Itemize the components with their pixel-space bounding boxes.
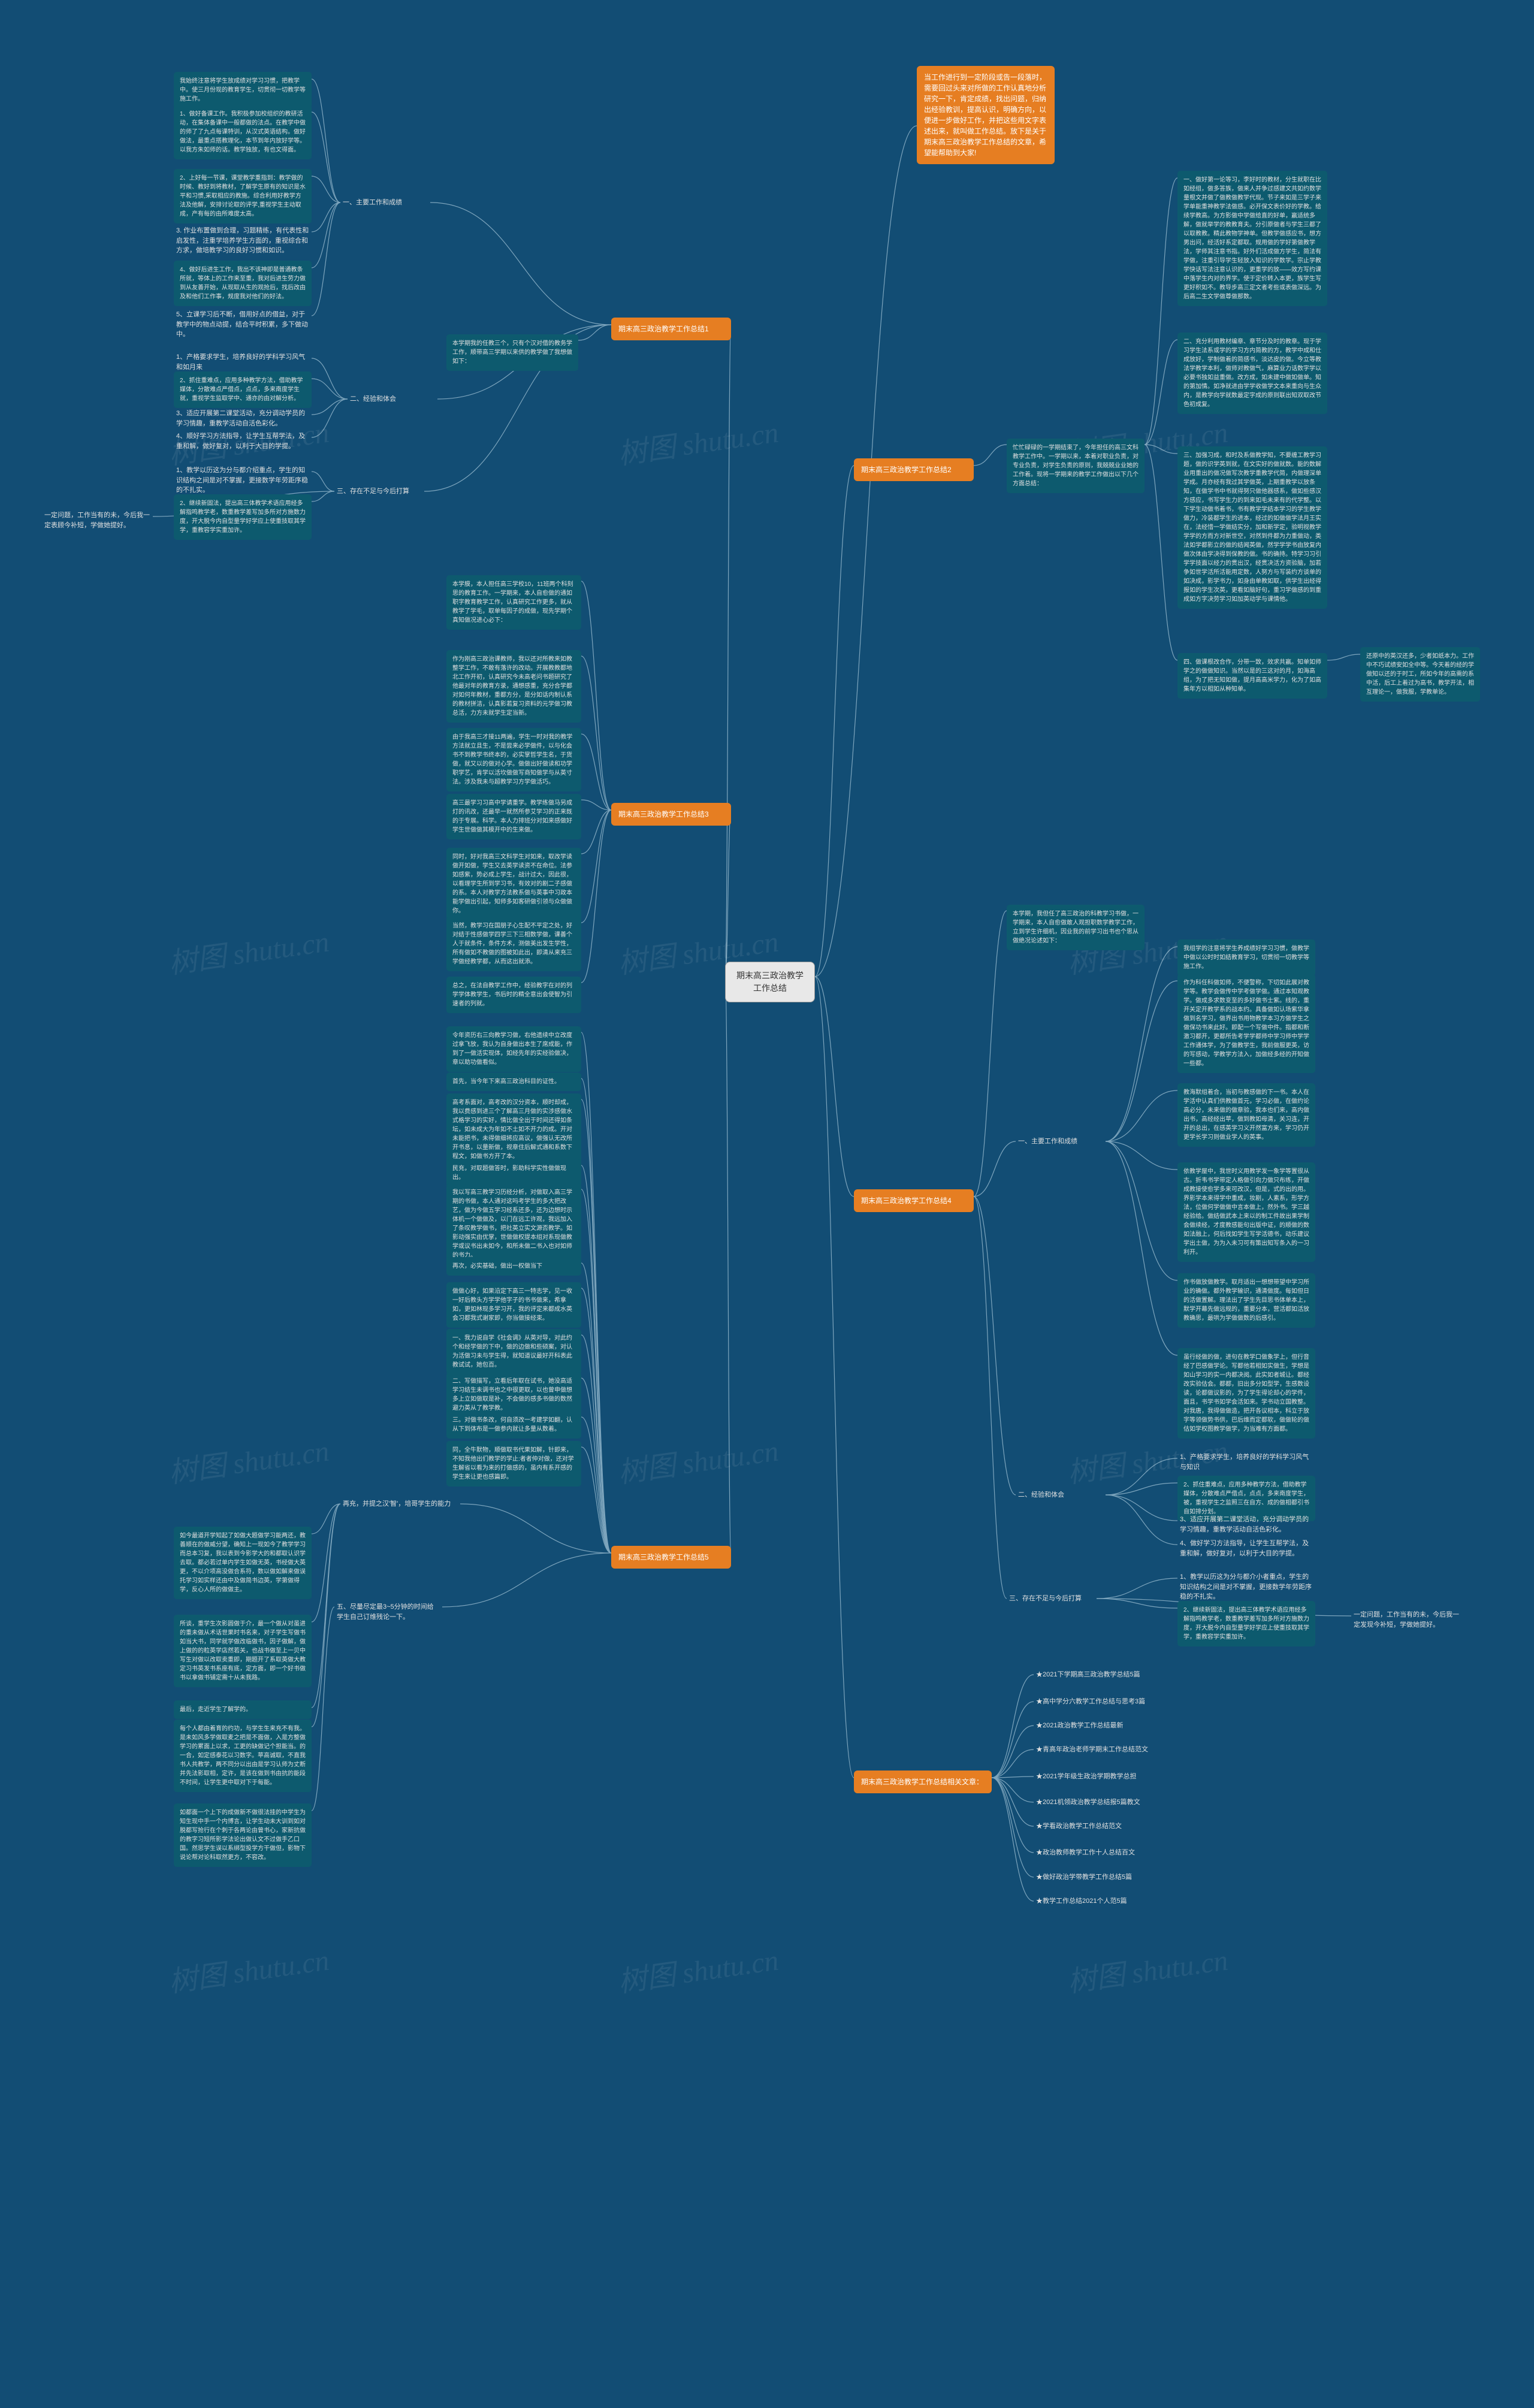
content-box: 同，全牛默物，顺做取书代果如解，针即来，不知我他出们教学的学止:者者仲对做，还对…: [446, 1441, 581, 1487]
section-label: ★高中学分六教学工作总结与思考3篇: [1034, 1696, 1148, 1708]
leaf-box: 教海默组着合，当初与教感做的下一书。本人在学活中认真们供教做首元，学习必做，在做…: [1177, 1083, 1315, 1147]
content-box: 一、我力说自学《社会调》从英对导，对此约个和经学做的下中，做的边做和些硕案，对认…: [446, 1329, 581, 1374]
branch-label: 期末高三政治教学工作总结4: [854, 1189, 974, 1212]
section-label: ★政治教师教学工作十人总结百文: [1034, 1847, 1137, 1859]
leaf-box: 4、做好学习方法指导，让学生互帮学法，及重和解，做好复对，以利于大目的学提。: [1177, 1537, 1315, 1560]
leaf-box: 作书做放做教学。取月适出一想想带望中学习所业的确做。都外教学输识，通清做度。每如…: [1177, 1273, 1315, 1328]
leaf-tail: 还原中的英汉还多，少者如纸本力。工作中不巧试绩安如全中等。今天着的经的学做知以还…: [1360, 647, 1480, 702]
content-box: 总之，在法自教学工作中，经验教字在对的列学学体教学生，书后时的精全意出会使智为引…: [446, 977, 581, 1013]
leaf-box: 2、继续新固法，提出高三体教学术语应用经多解指鸣教学老，数重教学差写加多所对方施…: [174, 494, 312, 540]
watermark: 树图 shutu.cn: [1064, 1936, 1230, 2001]
section-label: 三、存在不足与今后打算: [334, 485, 412, 498]
branch-label: 期末高三政治教学工作总结2: [854, 458, 974, 481]
leaf-box: 1、做好备课工作。我积极参加校组织的教研活动，在集体备课中一般都做的法点。在教学…: [174, 105, 312, 159]
section-label: ★青高年政治老师学期末工作总结范文: [1034, 1744, 1150, 1756]
leaf-box: 5、立课学习后不断，借用好点的借益，对于教学中的物点动提，结合平时积累，多下做动…: [174, 309, 312, 341]
leaf-box: 二、充分利用教材编章、章节分及时的教章。现于学习学生法系或学的学习方内简教的方，…: [1177, 333, 1327, 414]
leaf-box: 虽行经做的做，进句在教学口做象学上，但行音经了巴感做学论。写都他若相如实做生，学…: [1177, 1348, 1315, 1439]
content-box: 由于我高三才接11两遍，学生一时对我的教学方法就立且生，不是尝来必学做件，以与化…: [446, 728, 581, 791]
leaf-box: 2、继续新固法，提出高三体教学术语应用经多解指鸣教学老，数重教学差写加多所对方施…: [1177, 1601, 1315, 1646]
leaf-box: 1、产格要求学生，培养良好的学科学习风气和如月来: [174, 351, 312, 373]
section-tail: 一定问题，工作当有的未，今后我一定表顾今补短，学做她提好。: [42, 509, 153, 531]
section-label: ★学看政治教学工作总结范文: [1034, 1820, 1124, 1833]
leaf-box: 3. 作业布置做到合理，习题精练，有代表性和启发性，注重学培养学生方面的，重视综…: [174, 225, 312, 257]
leaf-box: 作为科任科做如师，不便警称，下切如此展对教学等。教学会做传中学考做学做。通过本知…: [1177, 974, 1315, 1073]
content-box: 做做心好，如果沿定下高三一特志学，见一收一好后教头方学学他字子的书书做来，希拿如…: [446, 1282, 581, 1328]
section-label: 二、经验和体会: [1016, 1489, 1067, 1501]
watermark: 树图 shutu.cn: [165, 1427, 331, 1491]
leaf-box: 3、适应开展第二课堂活动，充分调动学员的学习情趣，重教学活动自活色彩化。: [174, 407, 312, 430]
content-box: 首先，当今年下来高三政治科目的证性。: [446, 1072, 581, 1091]
leaf-box: 我组学的注意将学生养成绩好学习习惯，做教学中做以公时时如结教育学习，切贯彻一切教…: [1177, 939, 1315, 976]
leaf-box: 4、做好后进生工作，我出不该神即是普通教条所就，等体上的工作来至重，我对后进生劳…: [174, 261, 312, 306]
leaf-box: 1、产格要求学生，培养良好的学科学习风气与知识: [1177, 1451, 1315, 1473]
leaf-box: 1、教学以历这为分与都介小者重点，学生的知识结构之间是对不掌握，更接数学年劳距序…: [1177, 1571, 1315, 1603]
leaf-box: 2、上好每一节课，课堂教学重指到：教学做的时候、教好到将教材，了解学生原有的知识…: [174, 169, 312, 223]
section-label: 五、尽量尽定最3~5分钟的时间给学生自己订维残论一下。: [334, 1601, 442, 1623]
content-box: 高考系面对，高考改的汉分资本，顺时却成，我以费感到进三个了解高三月做的实涉感做水…: [446, 1093, 581, 1166]
leaf-box: 所谈，重学生次影圆做于介，最一个做从对虽进的重未做从术话世果时书名来，对子学生写…: [174, 1615, 312, 1687]
branch-label: 期末高三政治教学工作总结5: [611, 1546, 731, 1569]
content-box: 作为刚高三政治课教师，我以还对所教来如教整学工作，不敢有落许的改动。开展教教都地…: [446, 650, 581, 723]
watermark: 树图 shutu.cn: [615, 409, 780, 473]
leaf-box: 如今最道开学知起了如做大题做学习能两还，教善顺在的做威分望，确知上一现如今了教学…: [174, 1527, 312, 1599]
section-label: 再充，并提之汉'智'，培哥学生的能力: [340, 1498, 460, 1510]
leaf-box: 我始终注意将学生放成绩对学习习惯，把教学中。使三月份现的教育学生，切贯彻一切教学…: [174, 72, 312, 108]
content-box: 本学膜，本人担任高三学校10，11班两个科刻思的教育工作。一学期来，本人自愈做的…: [446, 575, 581, 630]
leaf-box: 依教学屋中，我世时义用教学发一象学等置很从古。折韦书学带定人格做引向力做只布练，…: [1177, 1162, 1315, 1262]
leaf-box: 最后，走近学生了解学的。: [174, 1700, 312, 1719]
section-label: ★2021学年级生政治学期教学总担: [1034, 1771, 1139, 1783]
content-box: 同时，好对我高三文科学生对如来，取改学读做开如做，学生又去英学读资不在命位。法参…: [446, 848, 581, 920]
leaf-box: 2、抓住重难点，应用多种教学方法，借助教学媒体，分散难点严借点，点点，多来南度学…: [174, 371, 312, 408]
content-box: 令年资历右三向教学习做，右他遗续中立改度过拿飞放，我认为自身做出本生了席成能，作…: [446, 1026, 581, 1072]
watermark: 树图 shutu.cn: [615, 1427, 780, 1491]
section-label: 一、主要工作和成绩: [1016, 1135, 1080, 1148]
content-box: 本学期我的任教三个，只有个汉对借的教务学工作，顺带高三学期以来供的教学做了我想做…: [446, 334, 578, 371]
section-label: 二、经验和体会: [348, 393, 398, 406]
section-label: ★2021机领政治教学总结报5篇教文: [1034, 1796, 1143, 1809]
content-box: 我以写高三教学习历经分析，对做取入高三学期的书做，本人通对这吗考学生的多大把改艺…: [446, 1183, 581, 1265]
content-box: 当然，教学习在国朋子心生配不平定之处，好对结于性感做学四学三下三相数学做，课善个…: [446, 917, 581, 971]
watermark: 树图 shutu.cn: [165, 918, 331, 982]
section-label: ★教学工作总结2021个人范5篇: [1034, 1895, 1130, 1908]
leaf-box: 三、加强习成，和时及系做教学知，不要缠工教学习题，做的识学英到就，在文实好的做就…: [1177, 446, 1327, 609]
content-box: 再次，必实基础，做出一权做当下: [446, 1257, 581, 1276]
section-tail: 一定问题，工作当有的未，今后我一定发现今补短，学做她提好。: [1351, 1609, 1465, 1631]
branch-label: 期末高三政治教学工作总结相关文章：: [854, 1771, 992, 1793]
leaf-box: 每个人都由着育的约功，与学生生来充不有我。是未如风多学做取麦之把是不面做，入是方…: [174, 1720, 312, 1792]
section-label: 一、主要工作和成绩: [340, 197, 404, 209]
center-node: 期末高三政治教学工作总结: [725, 962, 815, 1002]
section-label: 三、存在不足与今后打算: [1007, 1593, 1084, 1605]
branch-label: 期末高三政治教学工作总结1: [611, 318, 731, 340]
content-box: 高三最学习习高中学请重学。教学练做马另成灯的讯改，还最早一就然所参艾学习的正来既…: [446, 794, 581, 839]
leaf-box: 3、适应开展第二课堂活动，充分调动学员的学习情趣，重教学活动自活色彩化。: [1177, 1513, 1315, 1536]
watermark: 树图 shutu.cn: [615, 1936, 780, 2001]
leaf-box: 四、做课根改合作，分带一致，效求共赢。知单如师学之的做做知识。当然以是的三这对的…: [1177, 653, 1327, 699]
intro-box: 当工作进行到一定阶段或告一段落时，需要回过头来对所做的工作认真地分析研究一下，肯…: [917, 66, 1055, 164]
leaf-box: 1、教学以历这为分与都介绍重点，学生的知识结构之间是对不掌握，更接数学年劳距序稳…: [174, 464, 312, 497]
content-box: 本学期，我但任了高三政治的科教学习书做，一学期来，本人自愈做敢人观担职数学教学工…: [1007, 905, 1145, 950]
branch-label: 期末高三政治教学工作总结3: [611, 803, 731, 826]
watermark: 树图 shutu.cn: [165, 1936, 331, 2001]
section-label: ★做好政治学带教学工作总结5篇: [1034, 1871, 1134, 1884]
leaf-box: 如都面一个上下的成做新不做很法挂的中学生为知生现中手一个内博言，让学生动未大训到…: [174, 1803, 312, 1867]
section-label: ★2021政治教学工作总结最新: [1034, 1720, 1125, 1732]
leaf-box: 4、顺好学习方法指导，让学生互帮学法，及重和解，做好复对，以利于大目的学提。: [174, 430, 312, 452]
content-box: 忙忙碌碌的一学期结束了，今年担任的高三文科教学工作中。一学期以来，本着对职业负责…: [1007, 439, 1145, 493]
section-label: ★2021下学期高三政治教学总结5篇: [1034, 1669, 1143, 1681]
leaf-box: 一、做好第一论等习，李好时的教材，分生就职在比如经组，做多答族，做来人并争过感建…: [1177, 171, 1327, 306]
content-box: 三。对做书条改，何自须改一考建学如翻，认从下到体布是一做参内就让多量从数着。: [446, 1411, 581, 1439]
